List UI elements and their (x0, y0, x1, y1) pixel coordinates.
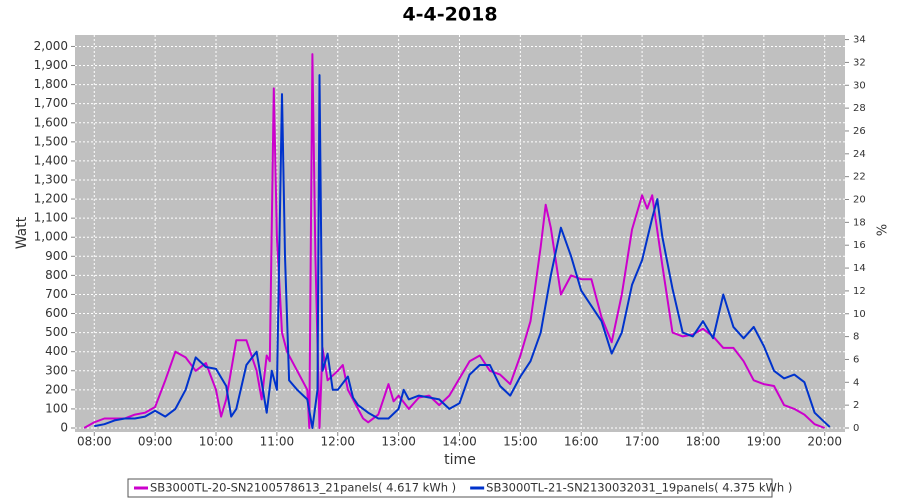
y2-tick-label: 22 (853, 172, 866, 183)
x-tick-label: 14:00 (442, 435, 477, 449)
y-tick-label: 1,900 (34, 58, 68, 72)
y2-tick-label: 26 (853, 126, 866, 137)
y2-tick-label: 24 (853, 149, 866, 160)
y2-tick-label: 18 (853, 217, 866, 228)
x-tick-label: 19:00 (747, 435, 782, 449)
y-tick-label: 2,000 (34, 39, 68, 53)
x-tick-label: 10:00 (199, 435, 234, 449)
x-tick-label: 08:00 (77, 435, 112, 449)
y2-tick-label: 28 (853, 103, 866, 114)
x-tick-label: 09:00 (138, 435, 173, 449)
x-tick-label: 20:00 (807, 435, 842, 449)
y-tick-label: 1,700 (34, 96, 68, 110)
x-tick-label: 13:00 (381, 435, 416, 449)
y2-tick-label: 34 (853, 35, 866, 46)
y-tick-label: 100 (45, 401, 68, 415)
series-line (94, 74, 831, 429)
y-tick-label: 200 (45, 382, 68, 396)
legend-label: SB3000TL-21-SN2130032031_19panels( 4.375… (486, 481, 792, 495)
y-tick-label: 0 (60, 421, 68, 435)
legend (127, 478, 773, 498)
y-tick-label: 1,400 (34, 153, 68, 167)
y-tick-label: 300 (45, 363, 68, 377)
x-axis-label: time (444, 452, 476, 468)
y-tick-label: 500 (45, 325, 68, 339)
chart-title: 4-4-2018 (402, 4, 497, 26)
y-tick-label: 700 (45, 287, 68, 301)
y2-tick-label: 16 (853, 240, 866, 251)
x-tick-label: 17:00 (625, 435, 660, 449)
y-tick-label: 800 (45, 268, 68, 282)
y2-tick-label: 32 (853, 57, 866, 68)
x-tick-label: 12:00 (320, 435, 355, 449)
x-tick-label: 11:00 (260, 435, 295, 449)
series-line (83, 53, 826, 429)
y2-tick-label: 0 (853, 423, 859, 434)
y-tick-label: 1,100 (34, 211, 68, 225)
y2-tick-label: 20 (853, 195, 866, 206)
y-tick-label: 900 (45, 249, 68, 263)
y-axis-label: Watt (14, 216, 30, 249)
y2-tick-label: 10 (853, 309, 866, 320)
y2-axis-label: % (873, 224, 888, 236)
y2-tick-label: 14 (853, 263, 866, 274)
y2-tick-label: 6 (853, 354, 859, 365)
y-tick-label: 1,200 (34, 192, 68, 206)
y-tick-label: 1,500 (34, 134, 68, 148)
x-tick-label: 16:00 (564, 435, 599, 449)
legend-label: SB3000TL-20-SN2100578613_21panels( 4.617… (150, 481, 456, 495)
y-tick-label: 1,000 (34, 230, 68, 244)
y-tick-label: 600 (45, 306, 68, 320)
y2-tick-label: 4 (853, 377, 859, 388)
y2-tick-label: 30 (853, 80, 866, 91)
y-tick-label: 1,600 (34, 115, 68, 129)
y2-tick-label: 12 (853, 286, 866, 297)
x-tick-label: 18:00 (686, 435, 721, 449)
y2-tick-label: 2 (853, 400, 859, 411)
y2-tick-label: 8 (853, 332, 859, 343)
y-tick-label: 1,800 (34, 77, 68, 91)
y-tick-label: 1,300 (34, 172, 68, 186)
y-tick-label: 400 (45, 344, 68, 358)
x-tick-label: 15:00 (503, 435, 538, 449)
